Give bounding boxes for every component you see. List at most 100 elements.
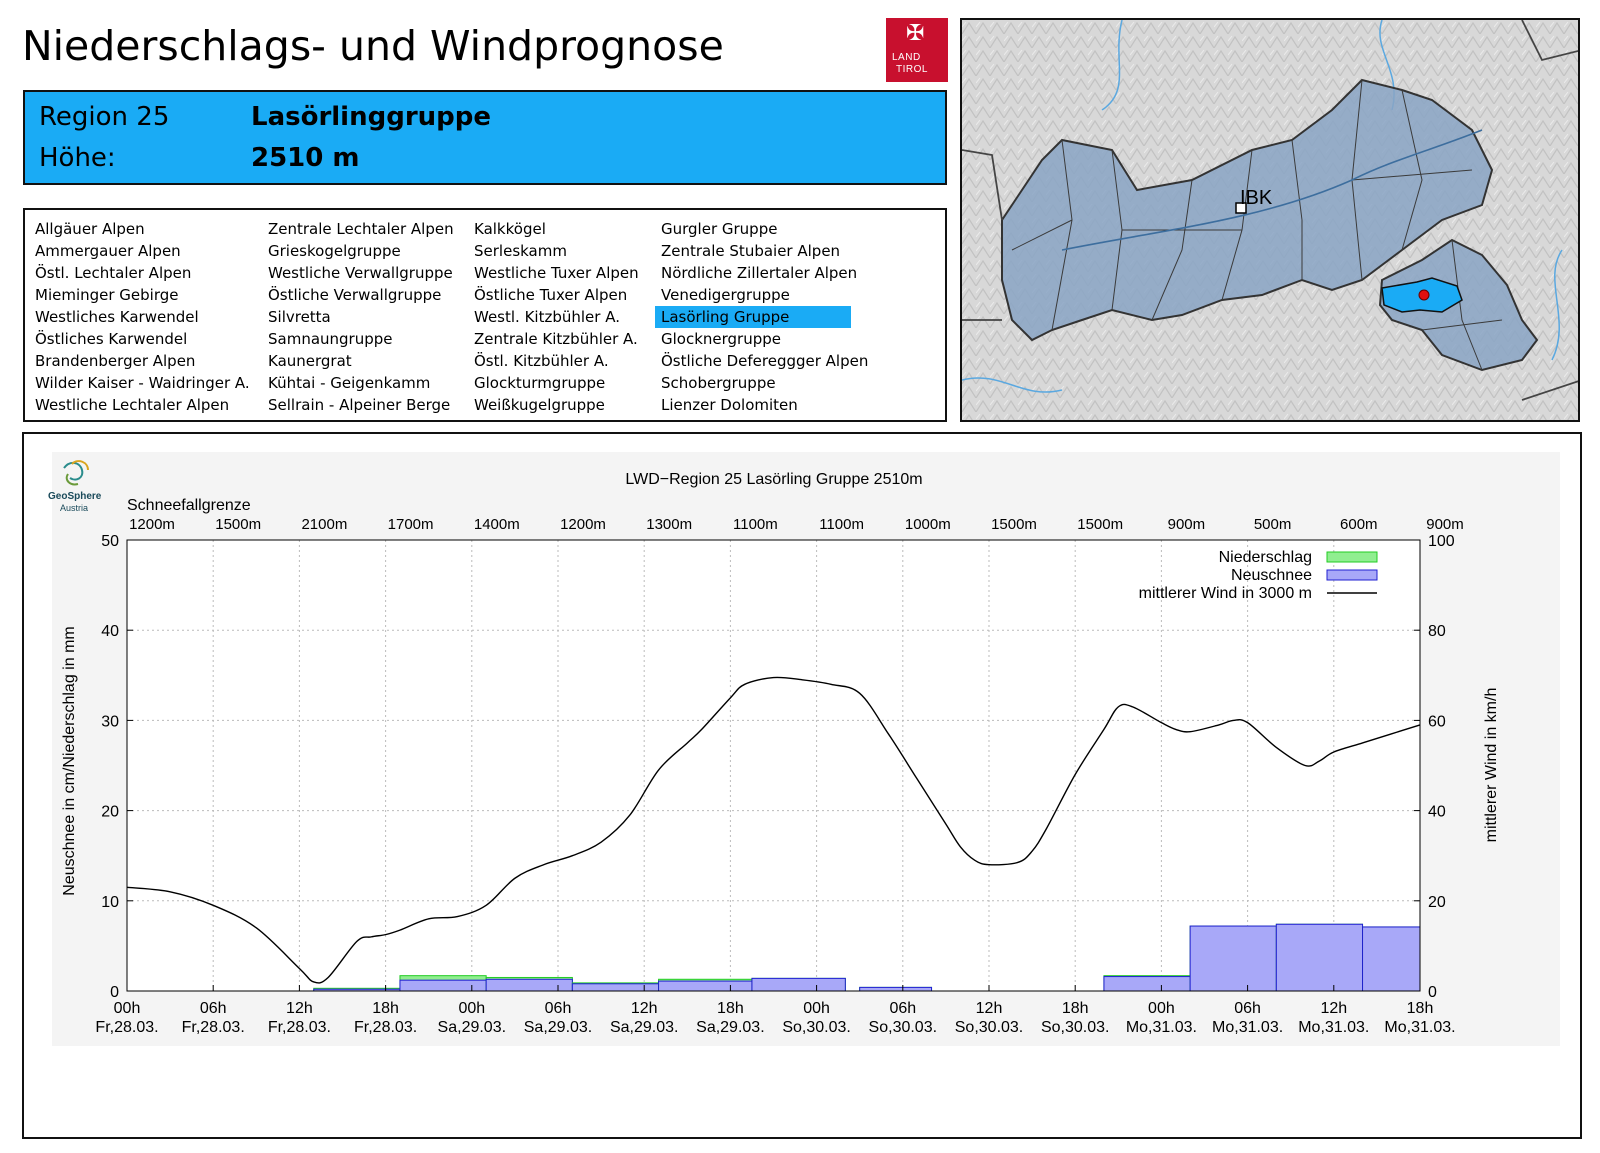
x-tick-time: 06h <box>889 1000 916 1017</box>
chart-title: LWD−Region 25 Lasörling Gruppe 2510m <box>625 471 922 488</box>
legend-label-niederschlag: Niederschlag <box>1219 549 1312 566</box>
legend: Niederschlag Neuschnee mittlerer Wind in… <box>1139 549 1378 602</box>
tyrolean-eagle-icon: ✠ <box>906 20 925 45</box>
snowline-label: 2100m <box>301 516 347 533</box>
region-list-item[interactable]: Westliche Lechtaler Alpen <box>35 396 230 414</box>
geosphere-swirl-icon <box>63 460 89 486</box>
region-list-item[interactable]: Glocknergruppe <box>661 330 782 348</box>
y2-tick-label: 40 <box>1428 804 1446 821</box>
x-axis-ticks: 00h Fr,28.03. 06h Fr,28.03. 12h Fr,28.03. 18h F… <box>95 985 1456 1036</box>
region-list-item[interactable]: Westliches Karwendel <box>35 308 199 326</box>
y-tick-label: 20 <box>101 804 119 821</box>
region-list-column-1: Allgäuer Alpen Ammergauer Alpen Östl. Le… <box>29 218 250 416</box>
legend-label-neuschnee: Neuschnee <box>1231 567 1312 584</box>
snowline-label: 600m <box>1340 516 1378 533</box>
x-tick-time: 00h <box>458 1000 485 1017</box>
region-list-item[interactable]: Kalkkögel <box>474 220 546 238</box>
y2-tick-label: 100 <box>1428 533 1455 550</box>
region-list-item[interactable]: Gurgler Gruppe <box>661 220 778 238</box>
x-tick-date: So,30.03. <box>869 1019 938 1036</box>
region-list-item[interactable]: Kaunergrat <box>268 352 352 370</box>
region-borders <box>1421 239 1503 371</box>
region-list-item[interactable]: Lienzer Dolomiten <box>661 396 798 414</box>
region-list-item[interactable]: Westliche Tuxer Alpen <box>474 264 639 282</box>
region-label: Region 25 <box>39 102 170 132</box>
geosphere-logo: GeoSphere Austria <box>48 460 102 513</box>
snowline-label: 1200m <box>129 516 175 533</box>
x-tick-time: 12h <box>976 1000 1003 1017</box>
grid <box>126 539 1421 992</box>
x-tick-time: 06h <box>200 1000 227 1017</box>
region-list-item[interactable]: Brandenberger Alpen <box>35 352 196 370</box>
x-tick-time: 18h <box>1407 1000 1434 1017</box>
y2-axis-label: mittlerer Wind in km/h <box>1483 688 1500 843</box>
innsbruck-marker-icon <box>1235 202 1247 214</box>
x-tick-time: 12h <box>286 1000 313 1017</box>
region-list-item[interactable]: Zentrale Lechtaler Alpen <box>268 220 454 238</box>
geosphere-logo-subtext: Austria <box>60 503 88 513</box>
snowline-label: 1200m <box>560 516 606 533</box>
bar-neuschnee <box>658 980 753 992</box>
x-tick-date: Sa,29.03. <box>610 1019 679 1036</box>
region-list-item[interactable]: Östl. Kitzbühler A. <box>474 352 609 370</box>
geosphere-logo-text: GeoSphere <box>48 491 102 502</box>
y-tick-label: 50 <box>101 533 119 550</box>
region-list-item[interactable]: Venedigergruppe <box>661 286 790 304</box>
region-list-item[interactable]: Östliche Defereggger Alpen <box>661 352 869 370</box>
x-tick-date: Mo,31.03. <box>1212 1019 1283 1036</box>
region-list-item[interactable]: Zentrale Stubaier Alpen <box>661 242 841 260</box>
y-tick-label: 0 <box>110 984 119 1001</box>
region-list-item[interactable]: Sellrain - Alpeiner Berge <box>268 396 451 414</box>
x-tick-time: 00h <box>1148 1000 1175 1017</box>
forecast-chart: GeoSphere Austria LWD−Region 25 Lasörlin… <box>48 452 1560 1046</box>
y2-tick-label: 20 <box>1428 894 1446 911</box>
x-tick-time: 18h <box>372 1000 399 1017</box>
river <box>1551 249 1563 361</box>
state-borders <box>962 20 1578 401</box>
region-list-item[interactable]: Serleskamm <box>474 242 567 260</box>
region-list-item[interactable]: Östliches Karwendel <box>35 330 188 348</box>
x-tick-time: 00h <box>803 1000 830 1017</box>
region-list-item[interactable]: Östliche Tuxer Alpen <box>474 286 628 304</box>
x-tick-time: 00h <box>114 1000 141 1017</box>
y2-tick-label: 60 <box>1428 713 1446 730</box>
region-list-column-2: Zentrale Lechtaler Alpen Grieskogelgrupp… <box>262 218 454 416</box>
region-list-item[interactable]: Westliche Verwallgruppe <box>268 264 453 282</box>
region-list-item[interactable]: Schobergruppe <box>661 374 776 392</box>
x-tick-date: Mo,31.03. <box>1298 1019 1369 1036</box>
region-list-item[interactable]: Mieminger Gebirge <box>35 286 179 304</box>
region-list-item[interactable]: Samnaungruppe <box>268 330 393 348</box>
region-list-item[interactable]: Zentrale Kitzbühler A. <box>474 330 638 348</box>
region-list-item[interactable]: Silvretta <box>268 308 331 326</box>
y-tick-label: 40 <box>101 623 119 640</box>
region-list-item[interactable]: Allgäuer Alpen <box>35 220 145 238</box>
region-list-item[interactable]: Glockturmgruppe <box>474 374 606 392</box>
region-list: Allgäuer Alpen Ammergauer Alpen Östl. Le… <box>23 208 947 422</box>
tyrol-overview-map[interactable]: IBK <box>960 18 1580 422</box>
bar-neuschnee <box>1275 923 1364 992</box>
height-label: Höhe: <box>39 143 116 173</box>
x-tick-date: Fr,28.03. <box>354 1019 417 1036</box>
region-list-item[interactable]: Östl. Lechtaler Alpen <box>35 264 192 282</box>
region-list-item[interactable]: Grieskogelgruppe <box>268 242 401 260</box>
legend-swatch-neuschnee <box>1326 569 1378 581</box>
region-list-item[interactable]: Weißkugelgruppe <box>474 396 605 414</box>
region-list-item[interactable]: Nördliche Zillertaler Alpen <box>661 264 858 282</box>
region-info-box: Region 25 Lasörlinggruppe Höhe: 2510 m <box>23 90 947 185</box>
bar-neuschnee <box>399 979 487 992</box>
region-list-item[interactable]: Östliche Verwallgruppe <box>268 286 442 304</box>
region-list-item-selected[interactable]: Lasörling Gruppe <box>655 306 851 328</box>
snowline-label: 1400m <box>474 516 520 533</box>
bar-neuschnee <box>485 978 573 992</box>
region-list-item[interactable]: Kühtai - Geigenkamm <box>268 374 431 392</box>
x-tick-time: 12h <box>631 1000 658 1017</box>
logo-text-tirol: TIROL <box>896 64 928 75</box>
land-tirol-logo: ✠ LAND TIROL <box>886 18 948 82</box>
bar-neuschnee <box>751 977 846 992</box>
snowline-label: 1100m <box>733 516 778 533</box>
region-list-item[interactable]: Westl. Kitzbühler A. <box>474 308 620 326</box>
region-list-item[interactable]: Ammergauer Alpen <box>35 242 181 260</box>
y2-tick-label: 80 <box>1428 623 1446 640</box>
y2-axis-ticks: 0 20 40 60 80 100 <box>1414 533 1455 1001</box>
region-list-item[interactable]: Wilder Kaiser - Waidringer A. <box>35 374 250 392</box>
